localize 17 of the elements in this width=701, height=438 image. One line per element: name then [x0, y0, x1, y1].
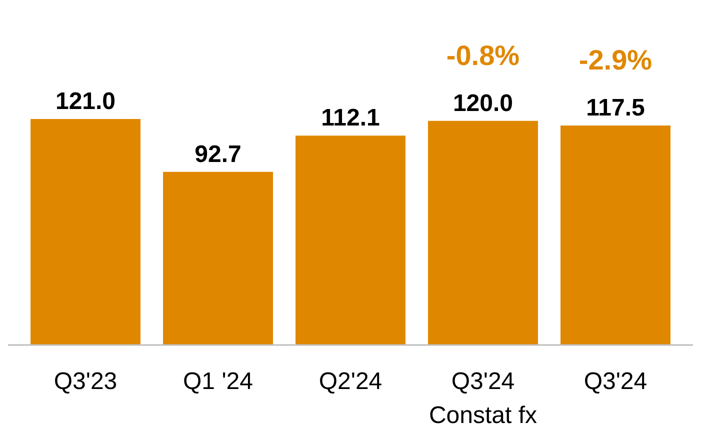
bar [30, 119, 140, 345]
bar [428, 120, 538, 345]
x-tick-label: Q2'24 [318, 368, 382, 395]
data-label: 121.0 [55, 88, 116, 115]
x-tick-label: Q3'24 [584, 368, 648, 395]
bar [296, 136, 406, 345]
data-label: 92.7 [194, 140, 242, 168]
data-label: 117.5 [586, 94, 645, 122]
x-tick-label: Q3'23 [54, 368, 118, 395]
x-tick-label: Q1 '24 [183, 368, 253, 395]
annotation: -2.9% [578, 44, 652, 76]
bar [560, 126, 670, 345]
annotation: -0.8% [446, 40, 520, 71]
bar [163, 172, 273, 345]
data-label: 120.0 [452, 90, 514, 117]
x-tick-label: Q3'24 Constat fx [428, 368, 538, 429]
data-label: 112.1 [321, 104, 380, 132]
